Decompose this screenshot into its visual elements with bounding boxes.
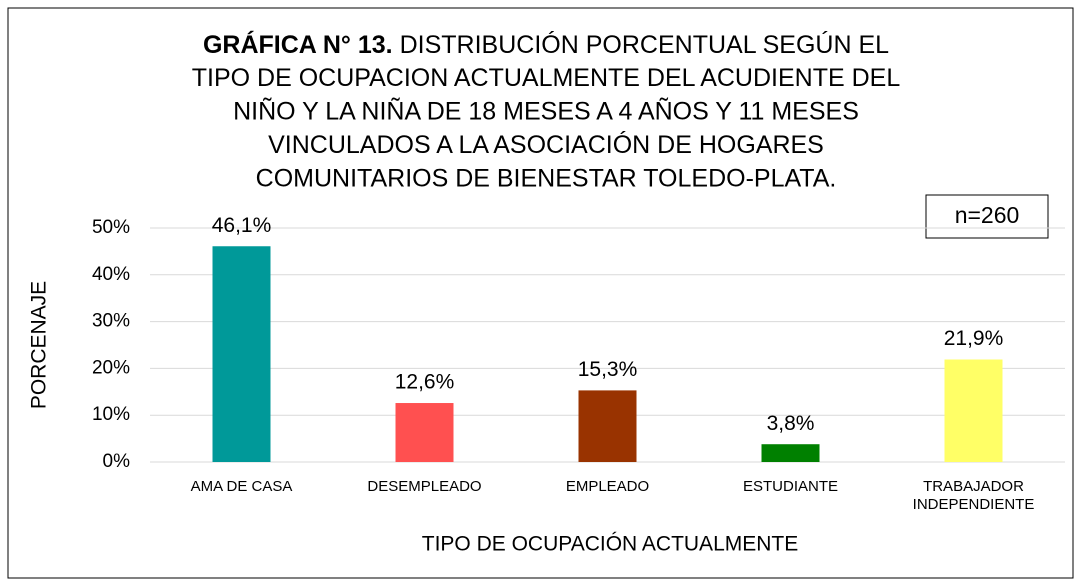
data-label: 12,6% — [395, 371, 455, 394]
data-label: 3,8% — [767, 412, 815, 435]
chart-title-line: NIÑO Y LA NIÑA DE 18 MESES A 4 AÑOS Y 11… — [233, 97, 859, 126]
y-tick-label: 50% — [92, 217, 130, 238]
y-tick-label: 0% — [103, 451, 131, 472]
y-tick-label: 10% — [92, 404, 130, 425]
chart-title-prefix: GRÁFICA N° 13. — [203, 30, 393, 59]
chart-border — [7, 7, 1074, 579]
bar — [578, 390, 637, 462]
data-label: 15,3% — [578, 358, 638, 381]
y-axis-label: PORCENAJE — [28, 281, 51, 409]
bar — [395, 403, 454, 462]
y-tick-label: 20% — [92, 357, 130, 378]
y-tick-label: 40% — [92, 264, 130, 285]
annotation-box — [925, 194, 1049, 239]
bar — [212, 246, 271, 462]
chart-title: GRÁFICA N° 13. DISTRIBUCIÓN PORCENTUAL SE… — [203, 30, 889, 59]
bar — [944, 359, 1003, 462]
y-tick-label: 30% — [92, 311, 130, 332]
data-label: 21,9% — [944, 327, 1004, 350]
x-tick-label: TRABAJADOR INDEPENDIENTE — [913, 478, 1035, 513]
x-tick-label: ESTUDIANTE — [743, 478, 838, 495]
x-tick-label-line: TRABAJADOR — [923, 478, 1024, 495]
x-tick-label: DESEMPLEADO — [367, 478, 481, 495]
x-tick-label: EMPLEADO — [566, 478, 649, 495]
chart-title-line: VINCULADOS A LA ASOCIACIÓN DE HOGARES — [268, 130, 824, 159]
x-axis-label: TIPO DE OCUPACIÓN ACTUALMENTE — [422, 533, 799, 556]
x-tick-label-line: INDEPENDIENTE — [913, 496, 1035, 513]
bar — [761, 444, 820, 462]
data-label: 46,1% — [212, 214, 272, 237]
chart-title-line: TIPO DE OCUPACION ACTUALMENTE DEL ACUDIE… — [192, 64, 901, 92]
chart-title-line: DISTRIBUCIÓN PORCENTUAL SEGÚN EL — [400, 30, 890, 59]
chart-title-line: COMUNITARIOS DE BIENESTAR TOLEDO-PLATA. — [256, 165, 837, 193]
annotation: n=260 — [955, 202, 1020, 228]
x-tick-label: AMA DE CASA — [191, 478, 293, 495]
